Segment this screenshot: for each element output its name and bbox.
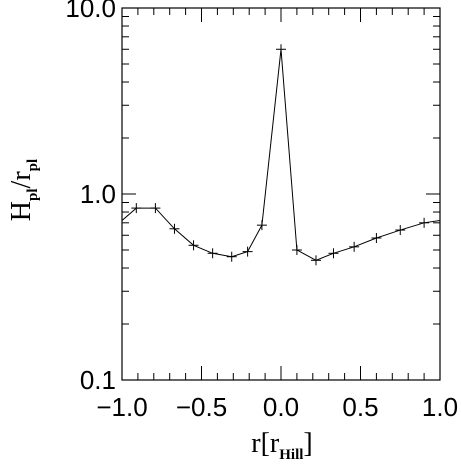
y-label-den: r xyxy=(6,171,37,181)
x-tick-label: −0.5 xyxy=(176,392,227,422)
x-tick-label: 0.5 xyxy=(342,392,378,422)
series-group xyxy=(121,44,441,266)
x-tick-label: −1.0 xyxy=(96,392,147,422)
x-label-sub: Hill xyxy=(279,447,303,463)
y-axis-label: Hpl/rpl xyxy=(6,159,41,221)
x-label-main: r xyxy=(251,428,261,459)
data-point-marker xyxy=(207,248,218,259)
y-label-den-sub: pl xyxy=(25,159,41,172)
y-tick-labels: 0.1 1.0 10.0 xyxy=(65,0,116,395)
data-point-marker xyxy=(188,240,199,251)
x-label-close: ] xyxy=(303,428,312,459)
data-point-marker xyxy=(291,244,302,255)
data-point-marker xyxy=(419,217,430,228)
x-tick-label: 0.0 xyxy=(263,392,299,422)
y-label-num: H xyxy=(6,201,37,221)
data-point-marker xyxy=(169,223,180,234)
data-point-marker xyxy=(310,255,321,266)
data-point-marker xyxy=(276,44,286,55)
plot-frame xyxy=(121,7,441,381)
y-label-slash: / xyxy=(6,180,37,188)
data-point-marker xyxy=(256,220,267,231)
x-tick-labels: −1.0 −0.5 0.0 0.5 1.0 xyxy=(96,392,458,422)
x-tick-label: 1.0 xyxy=(422,392,458,422)
x-label-inner: r xyxy=(270,428,280,459)
x-label-open: [ xyxy=(261,428,270,459)
y-tick-label: 1.0 xyxy=(80,179,116,209)
data-point-marker xyxy=(131,203,142,214)
x-axis-label: r[rHill] xyxy=(251,428,312,463)
data-point-marker xyxy=(349,241,360,252)
axes xyxy=(121,7,441,381)
y-label-num-sub: pl xyxy=(25,188,41,201)
data-point-marker xyxy=(150,203,161,214)
data-point-marker xyxy=(242,246,253,257)
series-line xyxy=(121,49,441,261)
data-point-marker xyxy=(226,251,237,262)
y-tick-label: 0.1 xyxy=(80,365,116,395)
data-point-marker xyxy=(328,248,339,259)
y-tick-label: 10.0 xyxy=(65,0,116,23)
data-point-marker xyxy=(395,225,406,236)
data-point-marker xyxy=(371,233,382,244)
